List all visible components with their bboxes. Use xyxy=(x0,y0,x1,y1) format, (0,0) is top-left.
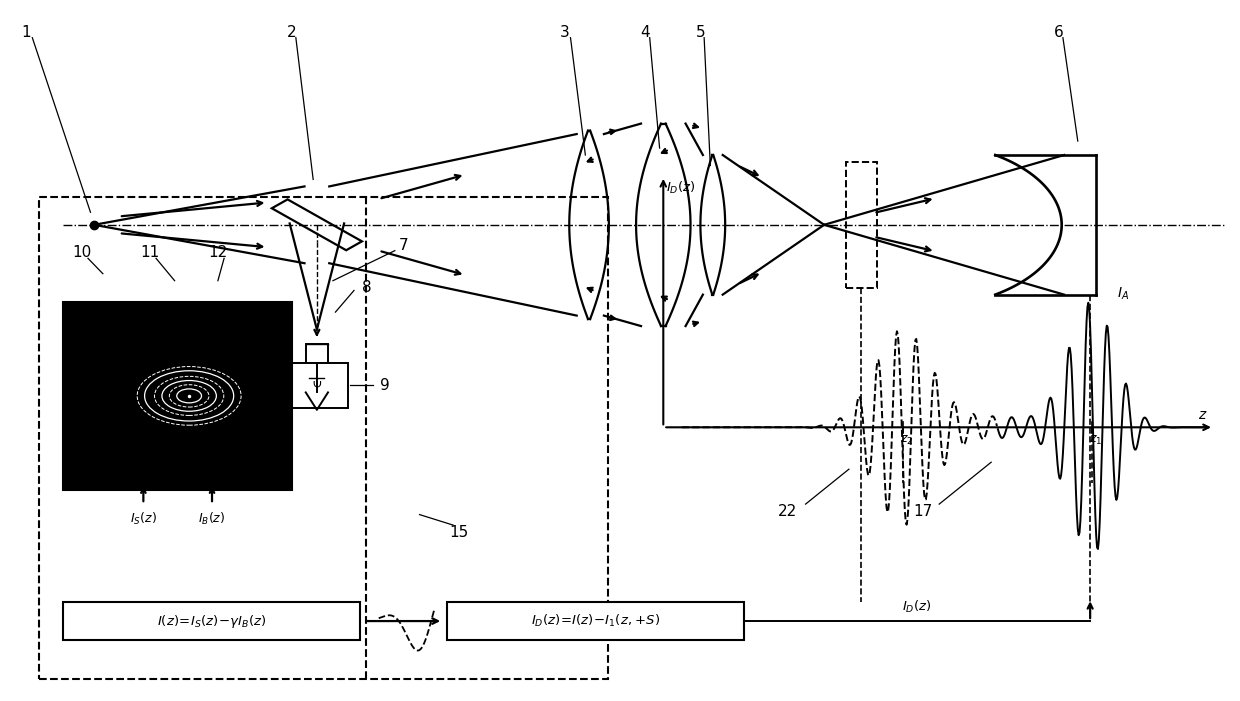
Text: 15: 15 xyxy=(450,524,469,540)
Text: 8: 8 xyxy=(362,280,371,295)
Text: $I_D(z)$: $I_D(z)$ xyxy=(666,179,696,196)
Text: 6: 6 xyxy=(1054,25,1064,41)
Bar xyxy=(446,602,744,640)
Text: $z_1$: $z_1$ xyxy=(1089,435,1102,447)
Text: $I_A$: $I_A$ xyxy=(1117,285,1128,301)
Text: $I_B(z)$: $I_B(z)$ xyxy=(198,511,226,527)
Text: $z$: $z$ xyxy=(1198,408,1208,422)
Text: 11: 11 xyxy=(140,245,160,260)
Text: 17: 17 xyxy=(914,503,932,519)
Text: 1: 1 xyxy=(21,25,31,41)
Text: 12: 12 xyxy=(208,245,227,260)
Text: $I_D(z)$: $I_D(z)$ xyxy=(903,599,931,615)
Text: 5: 5 xyxy=(696,25,706,41)
Bar xyxy=(38,197,608,679)
Text: $\Psi$: $\Psi$ xyxy=(311,379,322,391)
Text: 3: 3 xyxy=(559,25,569,41)
Bar xyxy=(63,602,360,640)
Text: 2: 2 xyxy=(288,25,296,41)
Text: 9: 9 xyxy=(379,378,389,393)
Polygon shape xyxy=(306,393,329,410)
Text: 22: 22 xyxy=(777,503,796,519)
Bar xyxy=(846,162,877,287)
Text: 7: 7 xyxy=(399,238,408,253)
Bar xyxy=(306,343,329,393)
Text: $I_D(z)\!=\!I(z)\!-\!I_1(z,\!+\!S)$: $I_D(z)\!=\!I(z)\!-\!I_1(z,\!+\!S)$ xyxy=(531,613,660,629)
Bar xyxy=(63,301,293,490)
Text: 4: 4 xyxy=(640,25,650,41)
Bar xyxy=(286,362,347,408)
Text: $z_2$: $z_2$ xyxy=(900,435,913,447)
Text: $I_S(z)$: $I_S(z)$ xyxy=(130,511,156,527)
Text: 10: 10 xyxy=(72,245,92,260)
Text: $I(z)\!=\!I_S(z)\!-\!\gamma I_B(z)$: $I(z)\!=\!I_S(z)\!-\!\gamma I_B(z)$ xyxy=(157,613,267,629)
